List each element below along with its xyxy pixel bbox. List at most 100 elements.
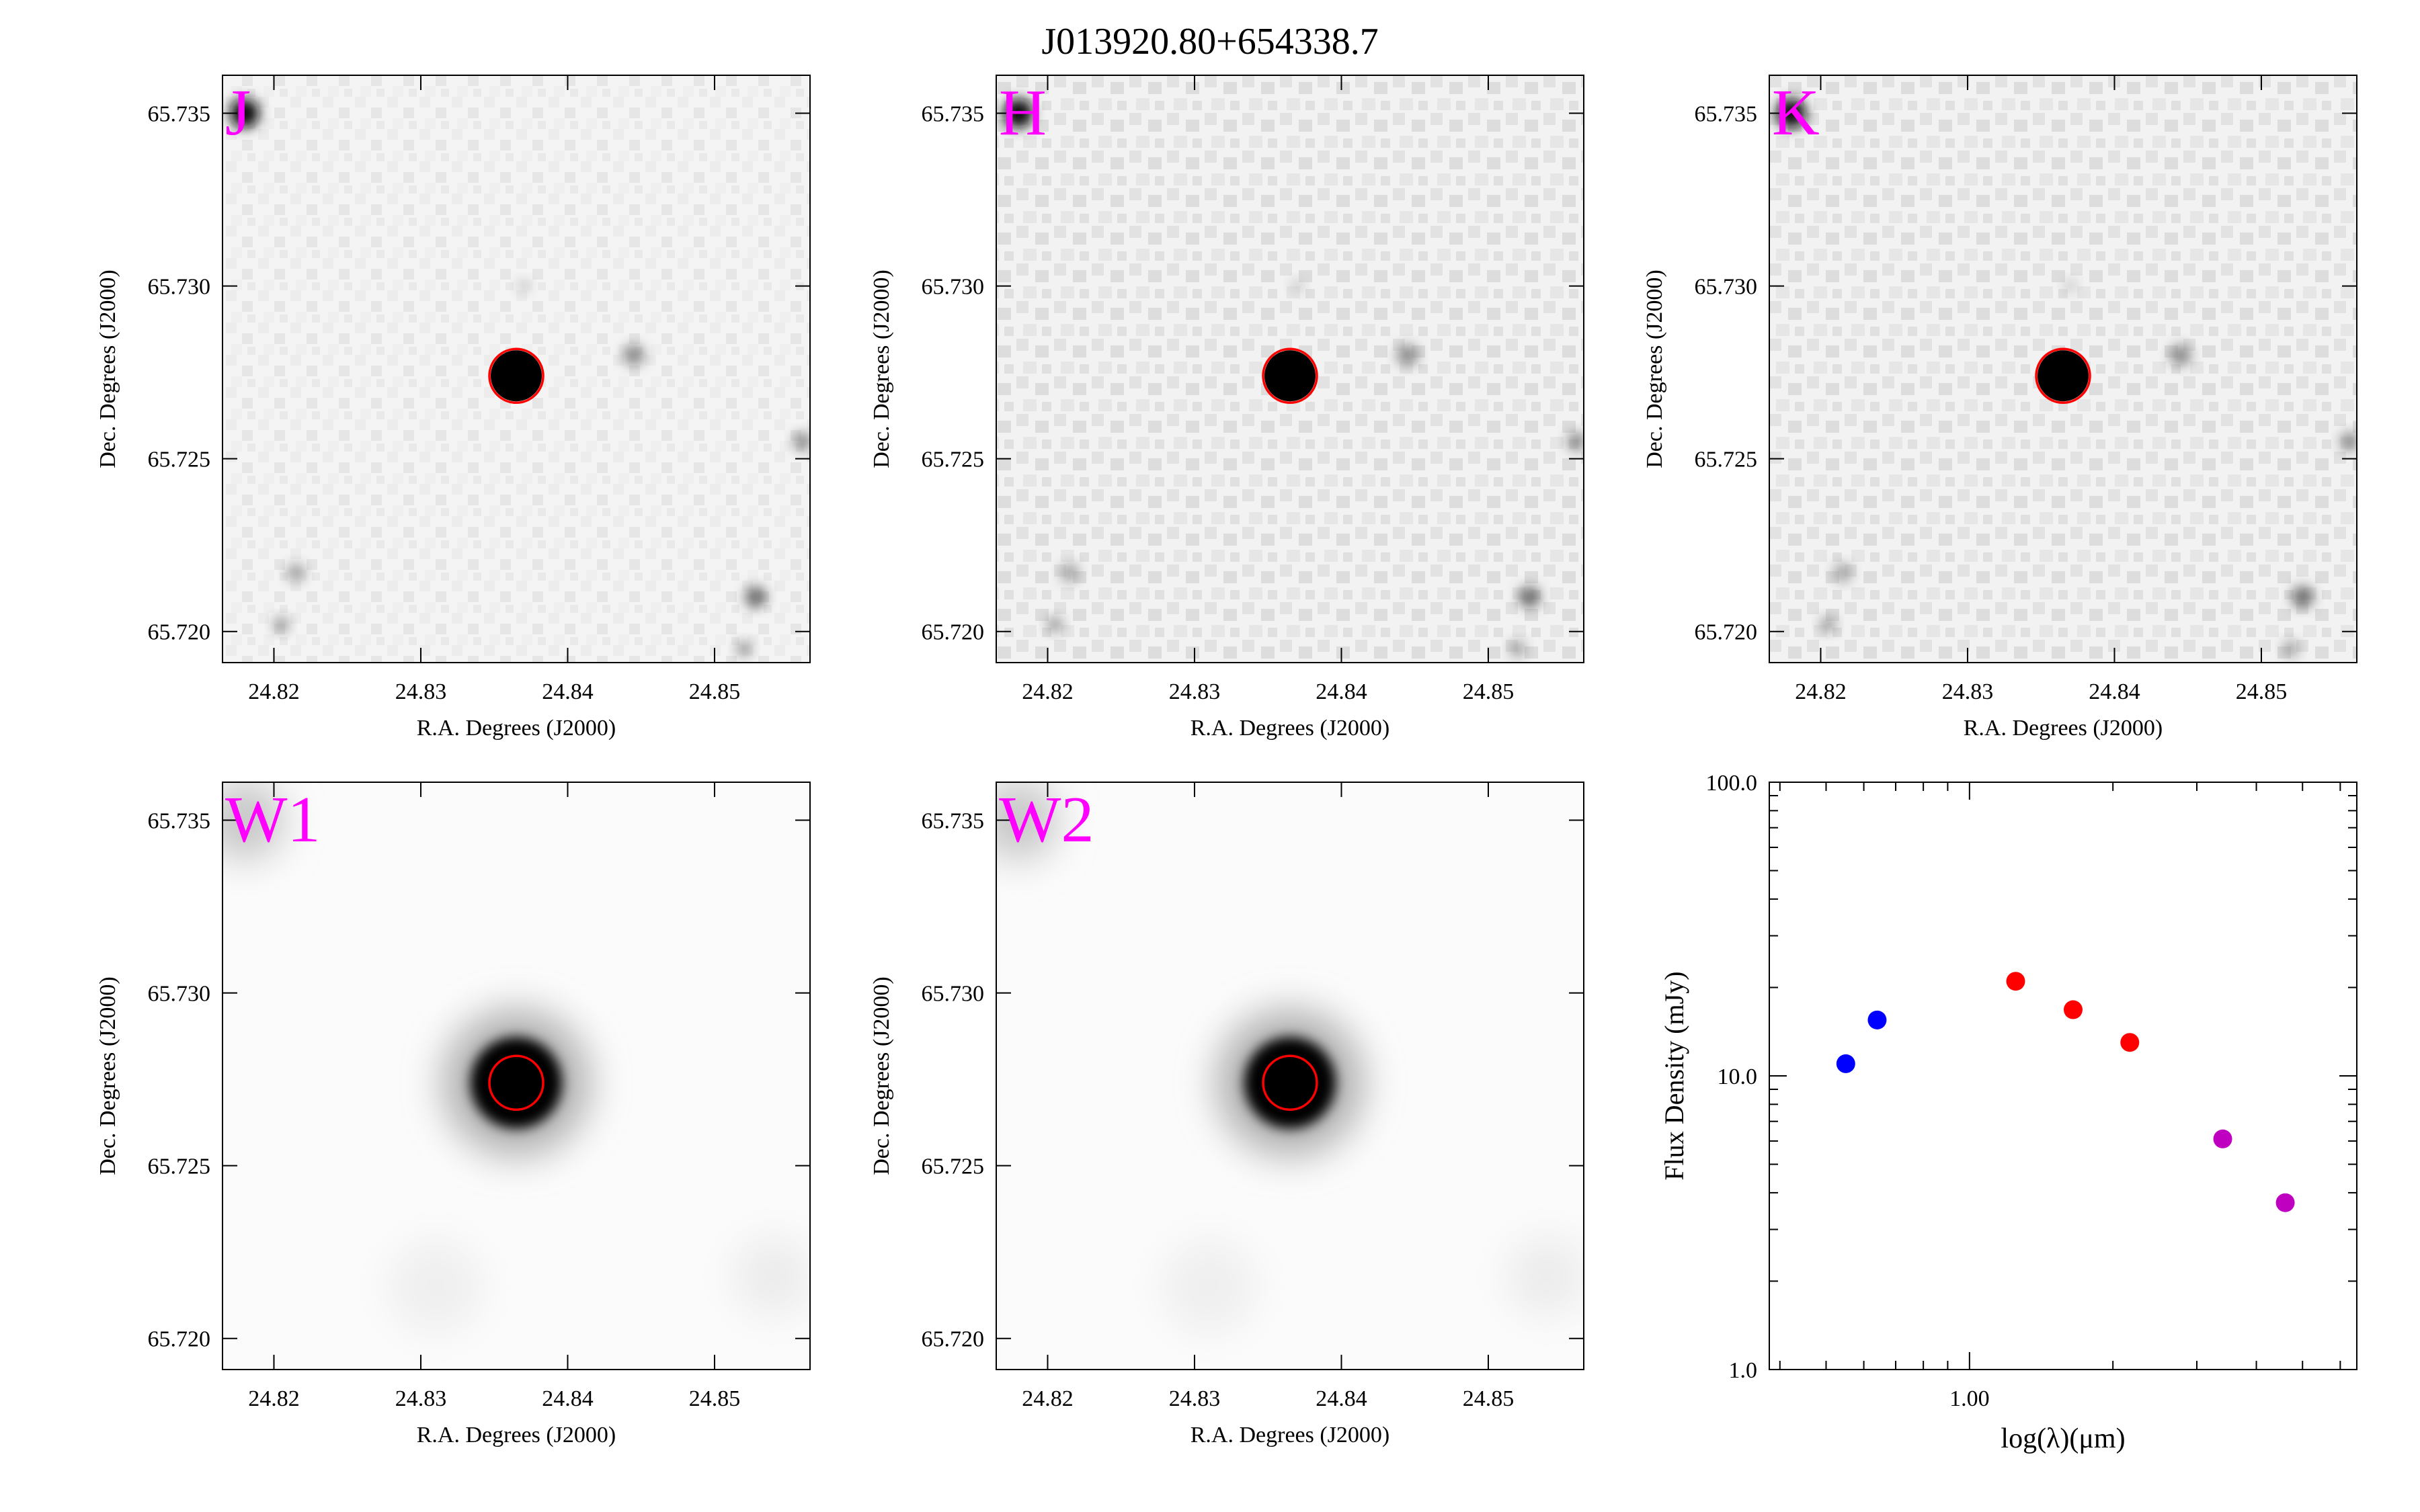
background-star xyxy=(1519,586,1541,608)
y-tick-label: 65.720 xyxy=(922,1327,985,1352)
sed-point-1-2 xyxy=(2120,1033,2140,1052)
panel-w1: 24.82 24.83 24.84 24.85 65.735 65.730 65.725 65… xyxy=(95,782,811,1447)
y-tick-label: 65.725 xyxy=(922,1154,985,1179)
sed-point-2-0 xyxy=(2213,1129,2232,1148)
y-tick-label: 65.735 xyxy=(148,809,211,834)
y-tick-label: 65.720 xyxy=(922,620,985,645)
image-background xyxy=(223,75,810,663)
x-tick-label: 24.82 xyxy=(1022,1386,1074,1411)
x-tick-label: 24.82 xyxy=(248,679,300,704)
background-star xyxy=(1833,563,1853,583)
x-axis-label: R.A. Degrees (J2000) xyxy=(417,1423,616,1447)
x-tick-label: 24.84 xyxy=(1316,1386,1367,1411)
panel-k: 24.82 24.83 24.84 24.85 65.735 65.730 65.725 65… xyxy=(1642,75,2357,741)
background-star xyxy=(2169,344,2191,366)
x-axis-label: R.A. Degrees (J2000) xyxy=(417,716,616,741)
image-background xyxy=(223,782,810,1370)
band-label: J xyxy=(225,77,251,149)
background-star xyxy=(622,344,645,366)
y-tick-label: 65.735 xyxy=(922,809,985,834)
x-tick-label: 24.82 xyxy=(1022,679,1074,704)
background-star xyxy=(793,431,810,451)
source-core xyxy=(1244,1037,1336,1129)
y-tick-label: 65.725 xyxy=(922,448,985,472)
figure-title: J013920.80+654338.7 xyxy=(1041,21,1379,62)
background-star xyxy=(2282,640,2299,657)
x-tick-label: 24.84 xyxy=(1316,679,1367,704)
x-tick-label: 24.85 xyxy=(2236,679,2288,704)
source-core xyxy=(491,350,542,402)
background-star xyxy=(1820,616,1837,633)
x-tick-label: 24.83 xyxy=(1942,679,1994,704)
background-star xyxy=(1776,98,1806,128)
background-star xyxy=(516,279,530,293)
x-tick-label: 24.82 xyxy=(248,1386,300,1411)
y-tick-label: 65.720 xyxy=(1695,620,1758,645)
x-tick-label: 24.85 xyxy=(1463,679,1515,704)
band-label: W1 xyxy=(225,784,321,856)
x-tick-label: 24.84 xyxy=(2089,679,2140,704)
y-tick-label: 65.725 xyxy=(1695,448,1758,472)
background-star xyxy=(286,563,306,583)
sed-point-2-1 xyxy=(2275,1193,2295,1212)
background-star xyxy=(735,640,752,657)
background-star xyxy=(1567,431,1584,451)
background-star xyxy=(745,586,767,608)
background-star xyxy=(1290,279,1304,293)
panel-w2: 24.82 24.83 24.84 24.85 65.735 65.730 65.725 65… xyxy=(869,782,1584,1447)
band-label: K xyxy=(1772,77,1820,149)
panel-j: 24.82 24.83 24.84 24.85 65.735 65.730 65.725 65… xyxy=(95,75,811,741)
x-tick-label: 24.84 xyxy=(542,1386,594,1411)
y-tick-label: 65.735 xyxy=(922,102,985,127)
image-background xyxy=(1769,75,2357,663)
x-axis-label: R.A. Degrees (J2000) xyxy=(1191,1423,1390,1447)
panel-frame xyxy=(222,75,811,663)
panel-frame xyxy=(996,75,1584,663)
sed-point-1-1 xyxy=(2063,1000,2083,1019)
y-tick-label: 65.725 xyxy=(148,1154,211,1179)
background-star xyxy=(1047,616,1063,633)
y-tick-label: 65.730 xyxy=(148,982,211,1007)
y-tick-label: 65.730 xyxy=(922,275,985,300)
source-core xyxy=(471,1037,562,1129)
sed-x-tick-label: 1.00 xyxy=(1949,1386,1990,1411)
band-label: W2 xyxy=(999,784,1094,856)
panel-frame xyxy=(222,782,811,1370)
y-axis-label: Dec. Degrees (J2000) xyxy=(95,269,120,468)
sed-y-tick-label: 100.0 xyxy=(1706,771,1758,796)
y-axis-label: Dec. Degrees (J2000) xyxy=(869,976,894,1175)
x-tick-label: 24.85 xyxy=(689,679,741,704)
x-tick-label: 24.84 xyxy=(542,679,594,704)
x-tick-label: 24.85 xyxy=(1463,1386,1515,1411)
aperture-circle xyxy=(488,347,544,405)
background-star xyxy=(273,616,290,633)
panel-frame xyxy=(1769,75,2357,663)
sed-frame xyxy=(1769,782,2357,1370)
y-tick-label: 65.730 xyxy=(148,275,211,300)
x-tick-label: 24.83 xyxy=(1169,679,1221,704)
sed-plot: 100.0 10.0 1.0 1.00 log(λ)(μm) Flux Density (… xyxy=(1659,771,2357,1454)
x-tick-label: 24.83 xyxy=(1169,1386,1221,1411)
y-tick-label: 65.725 xyxy=(148,448,211,472)
sed-point-1-0 xyxy=(2006,972,2025,991)
sed-point-0-0 xyxy=(1836,1054,1855,1073)
x-tick-label: 24.83 xyxy=(395,1386,447,1411)
y-tick-label: 65.735 xyxy=(148,102,211,127)
aperture-circle xyxy=(2035,347,2091,405)
x-axis-label: R.A. Degrees (J2000) xyxy=(1964,716,2163,741)
x-tick-label: 24.85 xyxy=(689,1386,741,1411)
y-axis-label: Dec. Degrees (J2000) xyxy=(1642,269,1667,468)
y-axis-label: Dec. Degrees (J2000) xyxy=(95,976,120,1175)
aperture-circle xyxy=(488,1054,544,1111)
sed-y-axis-label: Flux Density (mJy) xyxy=(1659,971,1689,1180)
y-tick-label: 65.730 xyxy=(922,982,985,1007)
sed-y-tick-label: 1.0 xyxy=(1729,1358,1758,1383)
y-tick-label: 65.730 xyxy=(1695,275,1758,300)
background-star xyxy=(1396,344,1418,366)
x-tick-label: 24.83 xyxy=(395,679,447,704)
x-tick-label: 24.82 xyxy=(1795,679,1847,704)
image-background xyxy=(996,75,1584,663)
background-star xyxy=(1060,563,1080,583)
sed-y-tick-label: 10.0 xyxy=(1718,1064,1758,1089)
